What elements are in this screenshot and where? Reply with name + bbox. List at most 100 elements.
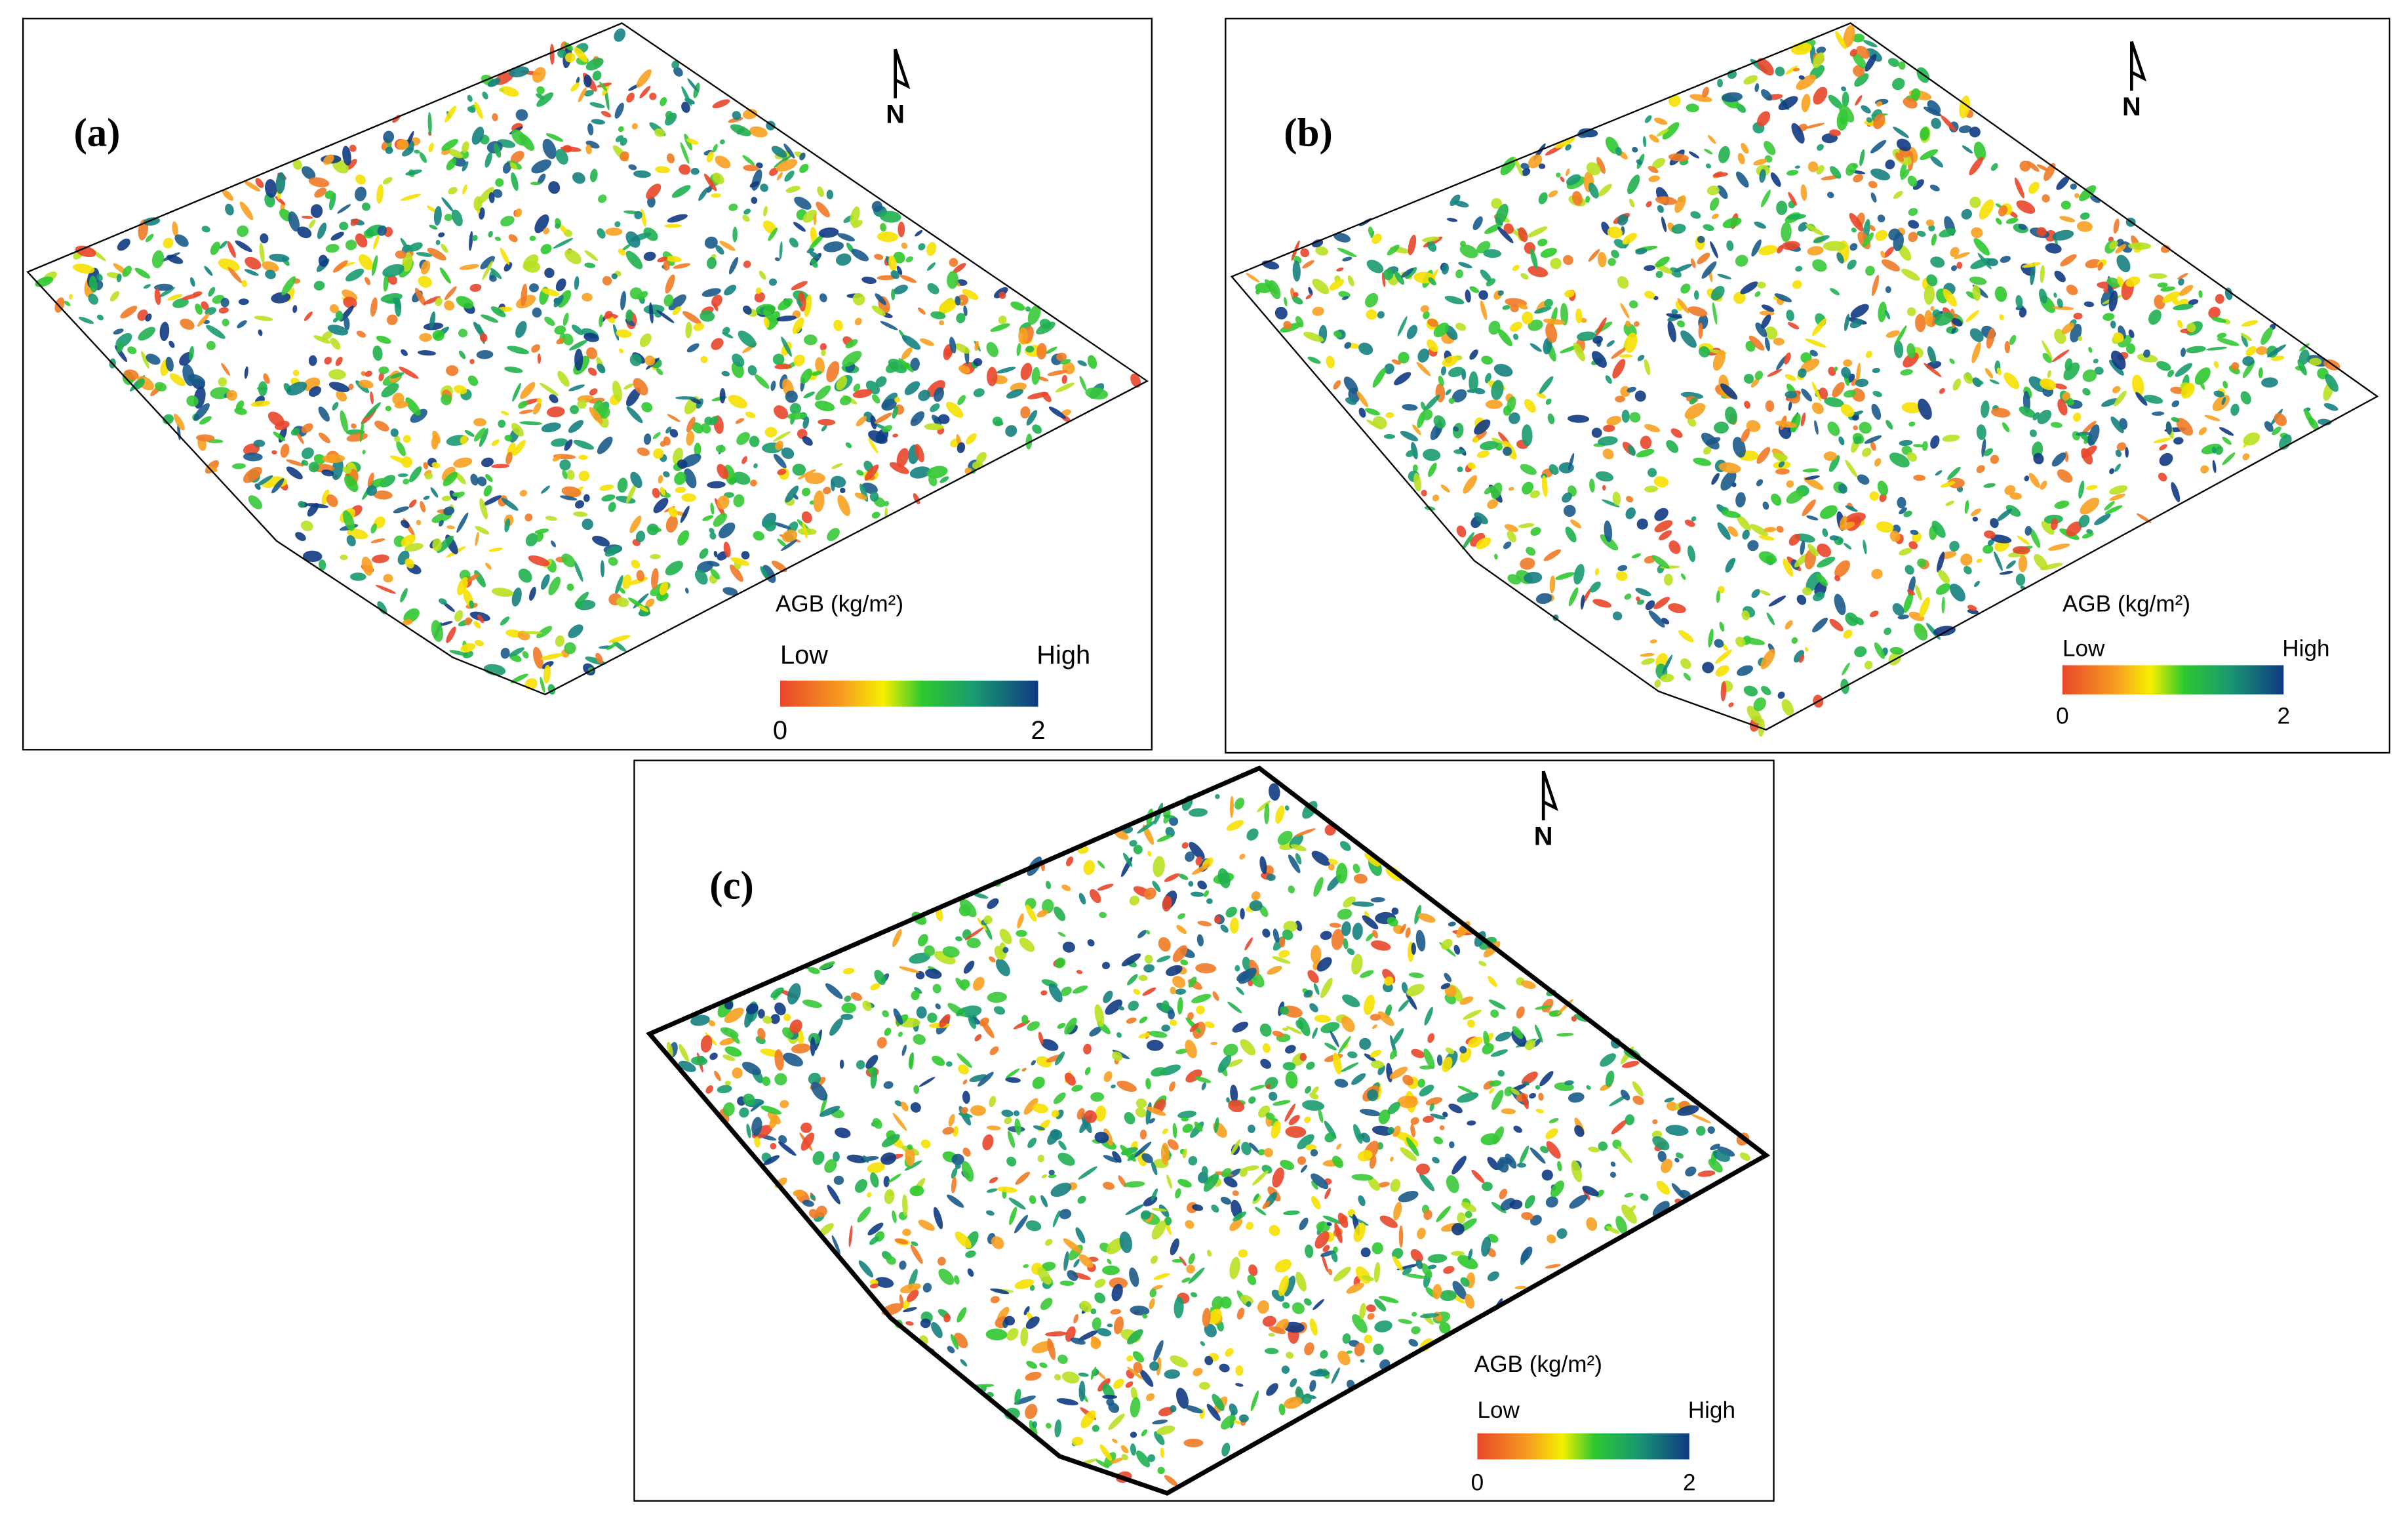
- raster-patch: [459, 264, 480, 270]
- raster-patch: [250, 401, 271, 407]
- raster-patch: [1077, 360, 1087, 367]
- raster-patch: [919, 338, 934, 346]
- raster-patch: [444, 213, 453, 222]
- raster-patch: [332, 260, 348, 273]
- raster-patch: [1045, 346, 1057, 354]
- raster-patch: [394, 435, 401, 443]
- raster-patch: [625, 483, 637, 504]
- raster-patch: [804, 294, 812, 317]
- raster-patch: [568, 340, 587, 351]
- raster-patch: [222, 318, 229, 327]
- raster-patch: [219, 241, 227, 249]
- raster-patch: [781, 447, 795, 459]
- raster-patch: [1206, 898, 1213, 904]
- legend-tick-label: 2: [1683, 1470, 1696, 1495]
- raster-patch: [808, 233, 825, 251]
- raster-patch: [760, 566, 769, 580]
- raster-patch: [262, 261, 279, 272]
- raster-patch: [743, 209, 751, 215]
- raster-patch: [1664, 573, 1673, 586]
- raster-patch: [712, 144, 718, 153]
- raster-patch: [345, 159, 357, 170]
- raster-patch: [566, 470, 575, 480]
- raster-patch: [459, 569, 471, 581]
- raster-patch: [397, 473, 408, 477]
- legend-tick-label: 2: [1031, 716, 1045, 745]
- raster-patch: [501, 411, 509, 416]
- raster-patch: [821, 349, 826, 357]
- raster-patch: [709, 416, 719, 426]
- raster-patch: [546, 406, 565, 418]
- raster-patch: [743, 305, 752, 315]
- raster-patch: [96, 314, 104, 321]
- raster-patch: [703, 173, 717, 191]
- raster-patch: [271, 450, 277, 455]
- raster-patch: [443, 602, 455, 612]
- raster-patch: [534, 214, 549, 233]
- raster-patch: [410, 409, 427, 423]
- raster-patch: [741, 551, 750, 560]
- panel-frame: [22, 18, 1153, 751]
- raster-patch: [793, 1190, 805, 1197]
- raster-patch: [665, 426, 672, 434]
- raster-patch: [1020, 363, 1033, 380]
- raster-patch: [719, 388, 726, 404]
- raster-patch: [614, 221, 621, 228]
- raster-patch: [365, 402, 382, 418]
- raster-patch: [791, 281, 808, 291]
- raster-patch: [423, 322, 444, 331]
- raster-patch: [667, 214, 688, 223]
- raster-patch: [684, 468, 697, 489]
- raster-patch: [528, 586, 536, 601]
- raster-patch: [570, 405, 580, 414]
- raster-patch: [431, 462, 441, 469]
- legend-title: AGB (kg/m²): [1474, 1352, 1602, 1377]
- map-panel: (b) N AGB (kg/m²) Low High 0 2: [1225, 18, 2391, 754]
- raster-patch: [572, 172, 585, 184]
- raster-patch: [457, 576, 469, 595]
- raster-patch: [485, 563, 492, 570]
- raster-patch: [1036, 342, 1047, 360]
- raster-patch: [823, 241, 844, 252]
- raster-patch: [318, 432, 330, 443]
- raster-patch: [915, 443, 924, 462]
- raster-patch: [794, 196, 812, 210]
- raster-patch: [851, 249, 869, 262]
- raster-patch: [231, 463, 247, 470]
- raster-patch: [706, 257, 717, 270]
- raster-patch: [601, 494, 616, 502]
- raster-patch: [481, 314, 499, 323]
- raster-patch: [608, 502, 616, 512]
- raster-patch: [718, 522, 736, 538]
- raster-patch: [290, 428, 300, 436]
- raster-patch: [930, 403, 940, 412]
- raster-patch: [618, 249, 626, 256]
- raster-patch: [387, 275, 397, 285]
- raster-patch: [488, 191, 495, 203]
- raster-patch: [715, 445, 726, 453]
- raster-patch: [781, 539, 797, 551]
- raster-patch: [288, 211, 300, 232]
- raster-patch: [151, 250, 165, 269]
- raster-patch: [511, 422, 524, 437]
- raster-patch: [605, 228, 623, 236]
- raster-patch: [947, 271, 958, 289]
- raster-patch: [819, 343, 827, 351]
- raster-patch: [109, 291, 119, 302]
- raster-patch: [870, 415, 877, 430]
- raster-patch: [402, 147, 414, 157]
- raster-patch: [243, 443, 260, 456]
- raster-patch: [653, 448, 664, 459]
- raster-patch: [556, 338, 564, 344]
- raster-patch: [475, 532, 479, 546]
- raster-patch: [881, 399, 897, 411]
- raster-patch: [599, 314, 603, 328]
- raster-patch: [719, 241, 736, 251]
- raster-patch: [348, 383, 354, 391]
- raster-patch: [701, 288, 721, 297]
- raster-patch: [339, 222, 349, 231]
- legend-tick-label: 2: [2277, 703, 2290, 729]
- raster-patch: [715, 245, 724, 255]
- raster-patch: [498, 419, 506, 428]
- north-label: N: [886, 100, 905, 129]
